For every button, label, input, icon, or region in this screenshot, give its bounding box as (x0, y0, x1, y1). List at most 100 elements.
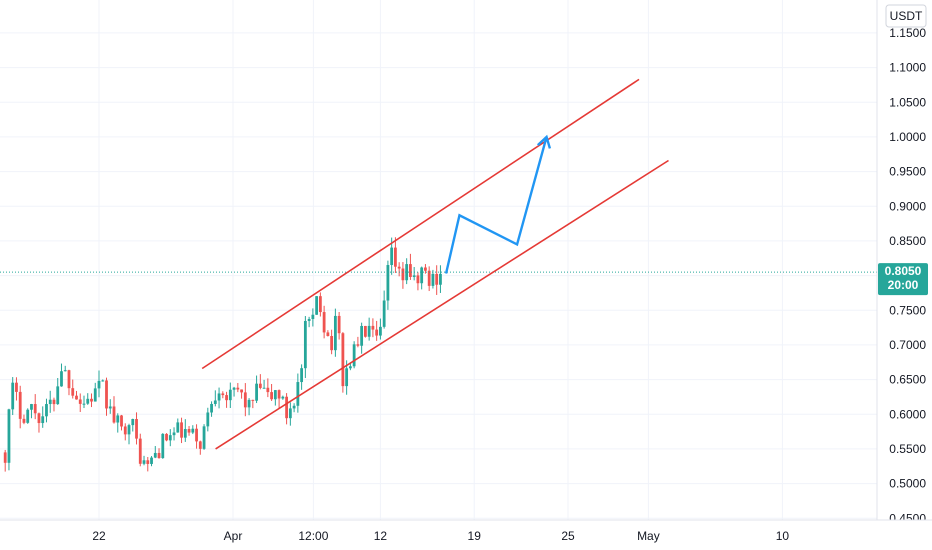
candle (41, 406, 45, 428)
price-axis[interactable]: 0.45000.50000.55000.60000.65000.70000.75… (876, 0, 932, 550)
candle-body (270, 392, 273, 400)
candle-body (33, 404, 37, 414)
candle-body (206, 412, 210, 427)
candle (300, 364, 304, 390)
candle (30, 403, 33, 419)
candle (75, 390, 78, 400)
candle-body (258, 383, 262, 388)
candle (33, 394, 37, 420)
candle-body (228, 389, 232, 401)
candle (213, 390, 217, 407)
candle (101, 379, 105, 382)
candle (18, 385, 22, 429)
bar-countdown: 20:00 (888, 278, 919, 292)
candle (303, 316, 307, 379)
candlestick-series (3, 237, 442, 472)
candle-body (439, 273, 442, 285)
candle-body (138, 438, 142, 464)
candle (315, 296, 319, 315)
candle (341, 332, 345, 393)
projection-path[interactable] (444, 136, 548, 274)
channel-line-upper[interactable] (201, 78, 640, 370)
candle (270, 384, 273, 401)
candle (37, 412, 41, 433)
candle (375, 320, 379, 341)
candle (225, 391, 228, 408)
candle (191, 425, 195, 435)
candle (11, 377, 15, 416)
candle (307, 316, 311, 328)
candle (288, 402, 292, 426)
drawings[interactable] (201, 78, 669, 450)
currency-badge[interactable]: USDT (885, 4, 927, 28)
candle (412, 267, 416, 281)
candle (3, 449, 7, 472)
candle-body (67, 370, 71, 389)
candle-body (330, 336, 334, 351)
candle-body (409, 264, 412, 277)
candle (86, 393, 90, 405)
candle (292, 403, 296, 413)
candle-body (22, 418, 26, 423)
candle (379, 318, 382, 340)
candle (108, 399, 112, 414)
candle-body (427, 270, 431, 286)
last-price-label: 0.8050 20:00 (878, 263, 928, 296)
candle-body (198, 441, 202, 449)
candle-body (322, 312, 326, 333)
candle (266, 378, 270, 398)
candle (48, 390, 52, 413)
candle-body (187, 429, 191, 433)
candle-body (60, 371, 63, 387)
candle (318, 292, 322, 317)
candle-body (191, 428, 195, 433)
candle-body (386, 265, 390, 301)
candle-body (26, 409, 30, 423)
candle-body (3, 452, 7, 463)
candle-body (90, 398, 93, 402)
candle (105, 377, 108, 416)
candle-body (161, 433, 165, 459)
time-tick-label: 19 (468, 529, 482, 543)
candle (243, 383, 247, 417)
channel-line-lower[interactable] (215, 159, 669, 450)
candle-body (236, 387, 240, 390)
candle (172, 427, 176, 441)
candle (56, 377, 60, 405)
candle (322, 305, 326, 339)
candle (262, 379, 266, 389)
candle (371, 318, 375, 338)
price-tick-label: 0.7000 (889, 338, 926, 352)
candle-body (213, 400, 217, 404)
time-tick-label: May (637, 529, 660, 543)
candle-body (232, 387, 236, 390)
candle-body (146, 460, 150, 464)
candle (431, 269, 435, 289)
candle-body (348, 366, 352, 369)
candle (93, 382, 97, 402)
candle (311, 308, 315, 327)
candle-body (142, 460, 146, 464)
candle-body (251, 399, 255, 401)
time-axis[interactable]: 22 Apr 12:00 12 19 25 May 10 (0, 519, 932, 550)
candle (52, 397, 56, 412)
price-tick-label: 0.9500 (889, 165, 926, 179)
candle-body (292, 405, 296, 409)
candle-body (172, 432, 176, 436)
candle-body (315, 296, 319, 315)
candle-body (101, 380, 105, 382)
candle-body (300, 368, 304, 383)
candle-body (176, 422, 180, 433)
candle-body (168, 435, 172, 441)
candle-body (86, 398, 90, 404)
candle (161, 433, 165, 459)
time-tick-label: 10 (776, 529, 790, 543)
candle (45, 398, 48, 423)
candle-body (202, 426, 206, 449)
candle-body (180, 422, 183, 438)
candle-body (318, 296, 322, 313)
candle (424, 264, 427, 274)
candle-body (262, 387, 266, 389)
candle-body (116, 415, 120, 423)
